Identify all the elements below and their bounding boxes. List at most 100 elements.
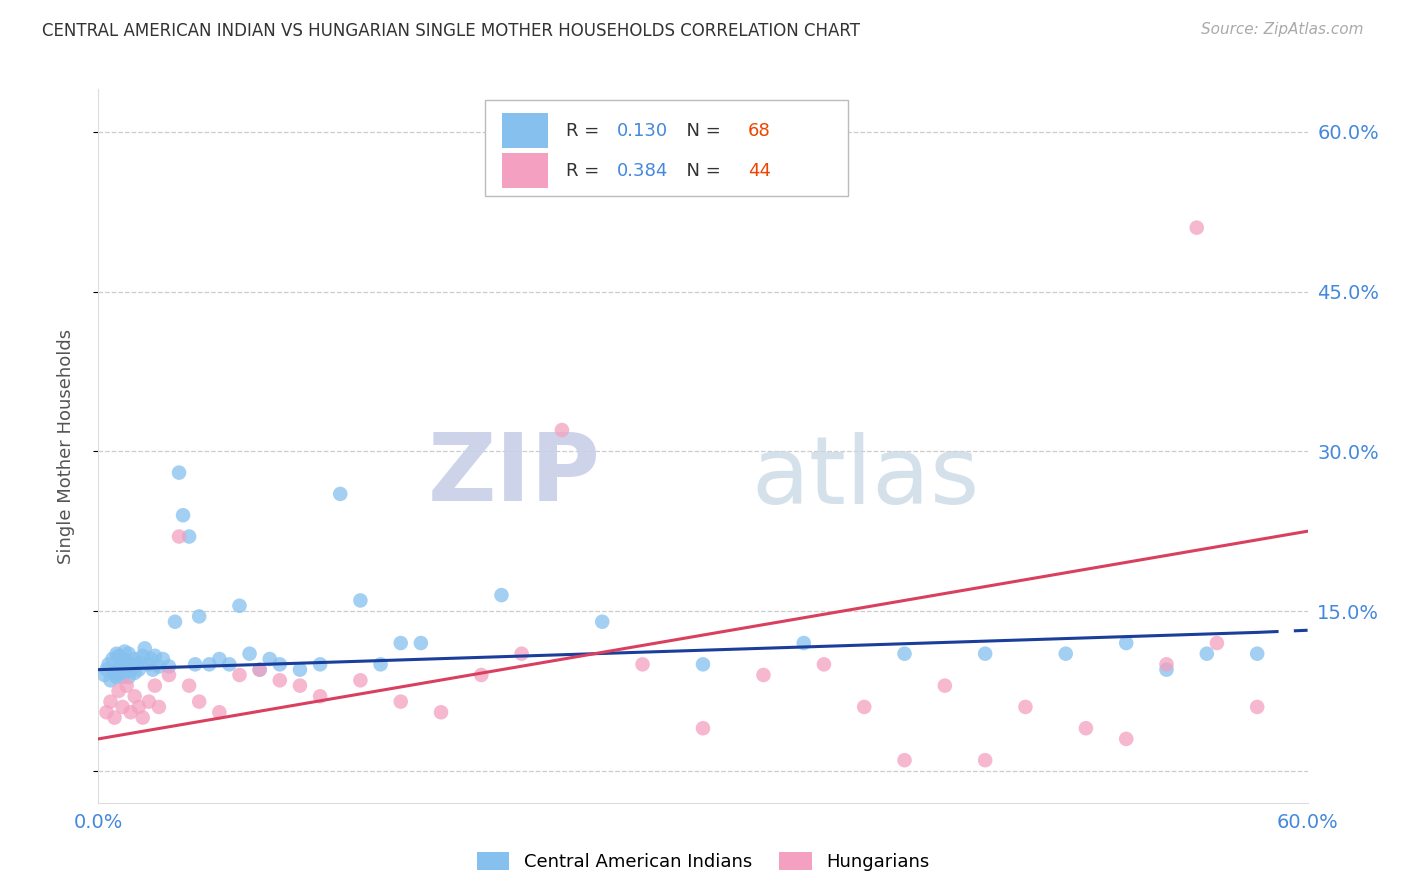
Point <box>349 673 371 688</box>
Point <box>692 721 714 735</box>
Point <box>1115 636 1137 650</box>
Point <box>111 652 134 666</box>
Point <box>1156 663 1178 677</box>
Point <box>115 663 138 677</box>
Point <box>163 615 186 629</box>
Point <box>111 700 134 714</box>
Point <box>105 670 128 684</box>
Point <box>129 655 152 669</box>
Point <box>239 647 262 661</box>
Point <box>470 668 492 682</box>
Point <box>1156 657 1178 672</box>
Point <box>138 695 160 709</box>
Point <box>491 588 513 602</box>
Point <box>128 700 150 714</box>
Point <box>103 665 125 680</box>
Point <box>218 657 240 672</box>
Point <box>125 657 148 672</box>
Point <box>179 529 201 543</box>
Point <box>208 652 231 666</box>
Point <box>167 466 190 480</box>
Point <box>1195 647 1218 661</box>
Point <box>551 423 574 437</box>
Point <box>115 655 138 669</box>
Point <box>1246 647 1268 661</box>
Point <box>228 668 250 682</box>
FancyBboxPatch shape <box>485 100 848 196</box>
Point <box>430 706 453 720</box>
Point <box>93 668 115 682</box>
Point <box>115 679 138 693</box>
Point <box>132 648 155 663</box>
Point <box>309 657 332 672</box>
Point <box>107 663 129 677</box>
Point <box>103 710 125 724</box>
Point <box>259 652 281 666</box>
FancyBboxPatch shape <box>502 113 548 148</box>
Point <box>118 647 141 661</box>
Legend: Central American Indians, Hungarians: Central American Indians, Hungarians <box>470 845 936 879</box>
Point <box>591 615 613 629</box>
Point <box>172 508 194 523</box>
Point <box>198 657 221 672</box>
Text: N =: N = <box>675 121 727 139</box>
Point <box>105 647 128 661</box>
Point <box>288 663 311 677</box>
Point <box>409 636 432 650</box>
Y-axis label: Single Mother Households: Single Mother Households <box>56 328 75 564</box>
Point <box>152 652 174 666</box>
Point <box>1014 700 1036 714</box>
Point <box>107 684 129 698</box>
Text: 44: 44 <box>748 161 770 179</box>
Point <box>934 679 956 693</box>
Point <box>389 695 412 709</box>
Point <box>1185 220 1208 235</box>
Text: 0.130: 0.130 <box>617 121 668 139</box>
Point <box>188 609 211 624</box>
Point <box>1246 700 1268 714</box>
Point <box>134 641 156 656</box>
Text: 68: 68 <box>748 121 770 139</box>
Point <box>114 659 136 673</box>
Point <box>208 706 231 720</box>
Point <box>288 679 311 693</box>
Point <box>120 663 142 677</box>
Point <box>269 673 291 688</box>
Point <box>157 668 180 682</box>
Text: R =: R = <box>567 121 606 139</box>
Point <box>100 673 122 688</box>
Point <box>510 647 533 661</box>
Point <box>974 753 997 767</box>
Point <box>96 706 118 720</box>
Point <box>100 695 122 709</box>
Point <box>143 679 166 693</box>
Point <box>157 659 180 673</box>
Point <box>1206 636 1229 650</box>
Text: ZIP: ZIP <box>427 428 600 521</box>
Point <box>97 657 120 672</box>
Point <box>101 652 124 666</box>
Point <box>118 670 141 684</box>
Point <box>167 529 190 543</box>
Point <box>124 652 146 666</box>
Point <box>249 663 271 677</box>
Point <box>349 593 371 607</box>
Point <box>138 657 160 672</box>
Point <box>143 648 166 663</box>
Point <box>184 657 207 672</box>
Point <box>121 659 143 673</box>
Point <box>370 657 392 672</box>
Point <box>793 636 815 650</box>
Point <box>124 665 146 680</box>
Point <box>269 657 291 672</box>
Point <box>1115 731 1137 746</box>
Point <box>110 657 132 672</box>
Point <box>111 670 134 684</box>
Point <box>752 668 775 682</box>
Point <box>188 695 211 709</box>
Point <box>142 663 165 677</box>
Point <box>1074 721 1097 735</box>
Point <box>110 665 132 680</box>
Point <box>124 690 146 704</box>
Point <box>692 657 714 672</box>
